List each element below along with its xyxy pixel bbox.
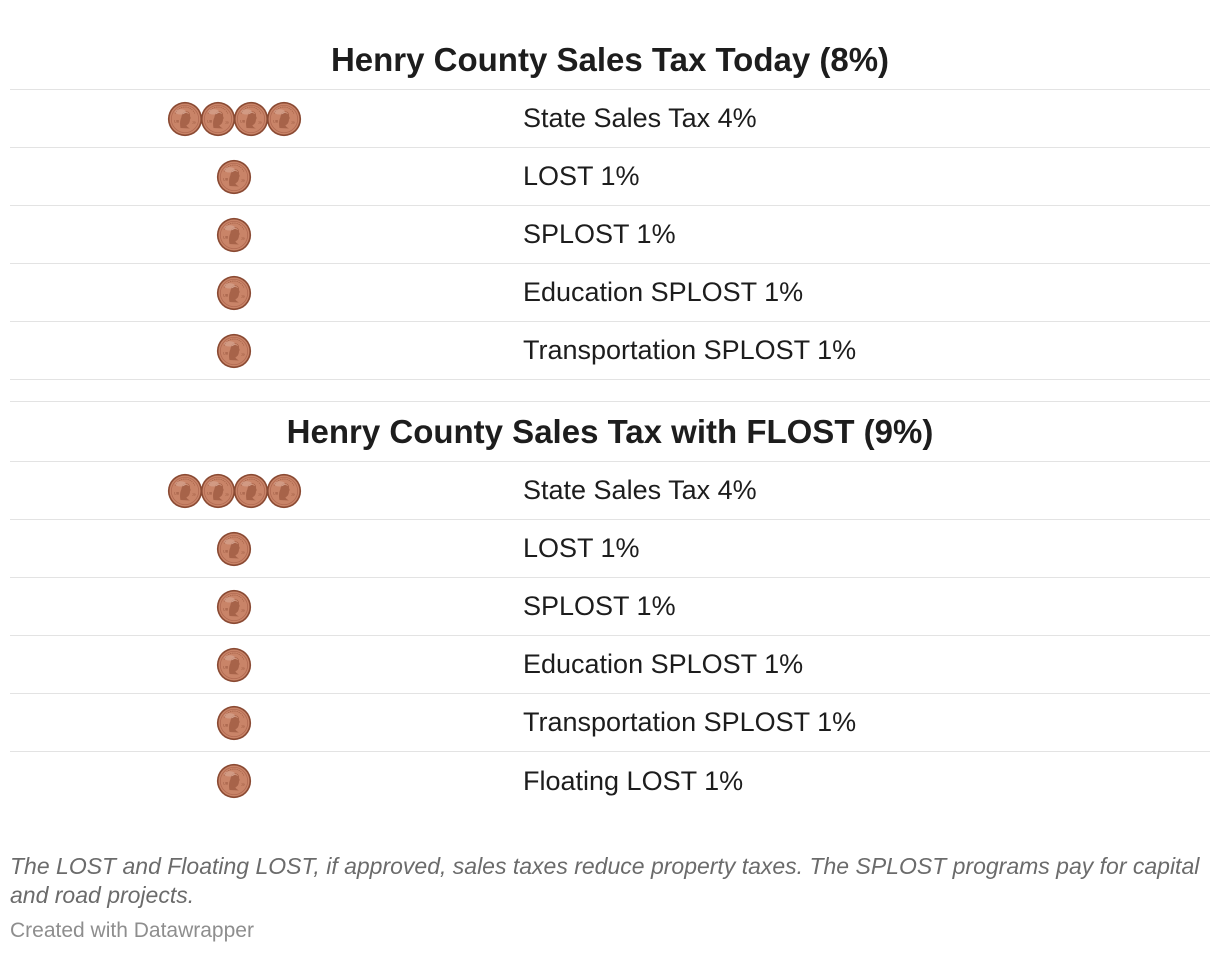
svg-text:20: 20 [258, 120, 262, 124]
penny-group: LIB 20 [10, 705, 458, 741]
penny-icon: LIB 20 [216, 531, 252, 566]
table-today: Henry County Sales Tax Today (8%) LIB 20 L… [10, 30, 1210, 380]
table-row: LIB 20 Floating LOST 1% [10, 752, 1210, 810]
svg-text:LIB: LIB [273, 491, 278, 495]
svg-text:20: 20 [192, 492, 196, 496]
penny-icon: LIB 20 [266, 101, 301, 136]
row-label: Transportation SPLOST 1% [523, 335, 857, 365]
penny-group: LIB 20 [10, 531, 458, 567]
penny-icon: LIB 20 [216, 589, 252, 624]
row-label: SPLOST 1% [523, 591, 676, 621]
penny-icon: LIB 20 [200, 473, 235, 508]
table-title: Henry County Sales Tax with FLOST (9%) [10, 402, 1210, 462]
penny-group: LIB 20 [10, 217, 458, 253]
row-label: Transportation SPLOST 1% [523, 707, 857, 737]
penny-icon: LIB 20 [200, 101, 235, 136]
section-divider [10, 380, 1210, 402]
svg-text:LIB: LIB [223, 235, 228, 239]
penny-icon: LIB 20 [216, 275, 252, 310]
table-row: LIB 20 LOST 1% [10, 148, 1210, 206]
table-body: LIB 20 LIB 20 LIB 20 LIB 20 State Sales Tax 4% LI… [10, 462, 1210, 810]
row-label: Floating LOST 1% [523, 765, 744, 796]
penny-group: LIB 20 [10, 647, 458, 683]
svg-text:LIB: LIB [223, 293, 228, 297]
penny-icon: LIB 20 [216, 159, 252, 194]
table-row: LIB 20 LOST 1% [10, 520, 1210, 578]
table-row: LIB 20 Transportation SPLOST 1% [10, 694, 1210, 752]
table-row: LIB 20 Transportation SPLOST 1% [10, 322, 1210, 380]
svg-text:LIB: LIB [223, 782, 228, 786]
svg-text:20: 20 [241, 550, 245, 554]
table-row: LIB 20 Education SPLOST 1% [10, 264, 1210, 322]
table-with-flost: Henry County Sales Tax with FLOST (9%) L… [10, 402, 1210, 810]
svg-text:LIB: LIB [223, 607, 228, 611]
row-label: LOST 1% [523, 533, 640, 563]
table-row: LIB 20 Education SPLOST 1% [10, 636, 1210, 694]
svg-text:20: 20 [241, 294, 245, 298]
penny-group: LIB 20 [10, 763, 458, 799]
penny-group: LIB 20 [10, 333, 458, 369]
penny-group: LIB 20 LIB 20 LIB 20 LIB 20 [10, 101, 458, 137]
svg-text:LIB: LIB [223, 177, 228, 181]
penny-group: LIB 20 LIB 20 LIB 20 LIB 20 [10, 473, 458, 509]
svg-text:20: 20 [291, 120, 295, 124]
table-body: LIB 20 LIB 20 LIB 20 LIB 20 State Sales Tax 4% LI… [10, 90, 1210, 380]
chart-container: Henry County Sales Tax Today (8%) LIB 20 L… [10, 30, 1210, 810]
svg-text:LIB: LIB [223, 665, 228, 669]
penny-icon: LIB 20 [266, 473, 301, 508]
penny-icon: LIB 20 [233, 101, 268, 136]
table-row: LIB 20 LIB 20 LIB 20 LIB 20 State Sales Tax 4% [10, 90, 1210, 148]
penny-icon: LIB 20 [216, 763, 252, 799]
table-row: LIB 20 SPLOST 1% [10, 206, 1210, 264]
penny-icon: LIB 20 [167, 473, 202, 508]
svg-text:20: 20 [291, 492, 295, 496]
row-label: SPLOST 1% [523, 219, 676, 249]
penny-group: LIB 20 [10, 589, 458, 625]
svg-text:LIB: LIB [240, 491, 245, 495]
credit-line: Created with Datawrapper [10, 919, 254, 942]
svg-text:LIB: LIB [223, 549, 228, 553]
svg-text:LIB: LIB [223, 351, 228, 355]
svg-text:20: 20 [192, 120, 196, 124]
svg-text:LIB: LIB [273, 119, 278, 123]
svg-text:20: 20 [241, 724, 245, 728]
row-label: Education SPLOST 1% [523, 277, 804, 307]
chart-notes: The LOST and Floating LOST, if approved,… [10, 853, 1200, 908]
svg-text:20: 20 [241, 236, 245, 240]
row-label: Education SPLOST 1% [523, 649, 804, 679]
svg-text:LIB: LIB [240, 119, 245, 123]
svg-text:LIB: LIB [207, 491, 212, 495]
row-label: LOST 1% [523, 161, 640, 191]
svg-text:20: 20 [241, 352, 245, 356]
table-row: LIB 20 LIB 20 LIB 20 LIB 20 State Sales Tax 4% [10, 462, 1210, 520]
penny-group: LIB 20 [10, 275, 458, 311]
svg-text:20: 20 [225, 492, 229, 496]
penny-icon: LIB 20 [216, 647, 252, 682]
svg-text:LIB: LIB [174, 491, 179, 495]
penny-icon: LIB 20 [216, 217, 252, 252]
svg-text:20: 20 [241, 666, 245, 670]
table-title: Henry County Sales Tax Today (8%) [10, 30, 1210, 90]
row-label: State Sales Tax 4% [523, 475, 757, 505]
row-label: State Sales Tax 4% [523, 103, 757, 133]
svg-text:LIB: LIB [223, 723, 228, 727]
penny-icon: LIB 20 [233, 473, 268, 508]
table-row: LIB 20 SPLOST 1% [10, 578, 1210, 636]
svg-text:20: 20 [258, 492, 262, 496]
svg-text:20: 20 [241, 178, 245, 182]
svg-text:LIB: LIB [174, 119, 179, 123]
svg-text:20: 20 [225, 120, 229, 124]
penny-group: LIB 20 [10, 159, 458, 195]
svg-text:20: 20 [241, 608, 245, 612]
svg-text:LIB: LIB [207, 119, 212, 123]
svg-text:20: 20 [241, 783, 245, 787]
penny-icon: LIB 20 [167, 101, 202, 136]
penny-icon: LIB 20 [216, 705, 252, 740]
penny-icon: LIB 20 [216, 333, 252, 368]
